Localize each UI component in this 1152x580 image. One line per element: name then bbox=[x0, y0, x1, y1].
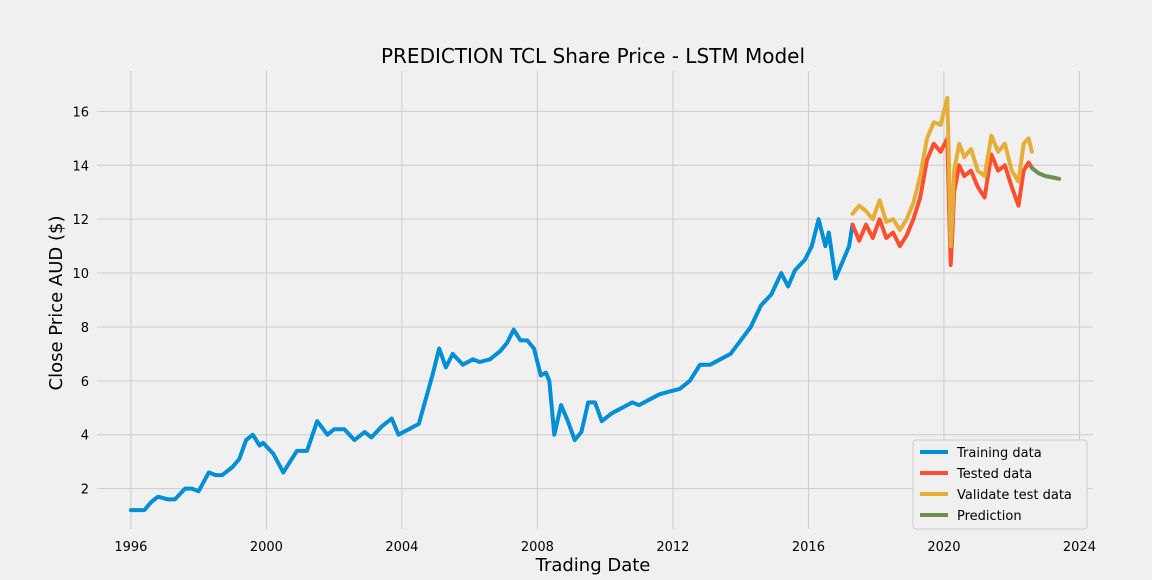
series-line-training-data bbox=[128, 217, 855, 513]
y-axis-label: Close Price AUD ($) bbox=[46, 216, 67, 391]
x-tick-label: 2020 bbox=[927, 540, 960, 555]
legend-label: Prediction bbox=[957, 509, 1022, 524]
legend: Training data Tested data Validate test da… bbox=[912, 439, 1088, 530]
legend-label: Training data bbox=[956, 446, 1042, 461]
y-tick-label: 2 bbox=[81, 483, 89, 498]
legend-box bbox=[912, 439, 1088, 530]
chart-title: PREDICTION TCL Share Price - LSTM Model bbox=[381, 44, 805, 68]
y-axis-ticks: 2 4 6 8 10 12 14 16 bbox=[72, 105, 89, 497]
y-tick-label: 14 bbox=[72, 159, 89, 174]
x-axis-label: Trading Date bbox=[535, 555, 651, 576]
legend-label: Validate test data bbox=[957, 488, 1072, 503]
series-line-validate-test-data bbox=[850, 95, 1034, 249]
legend-items: Training data Tested data Validate test da… bbox=[920, 446, 1072, 524]
x-tick-label: 2000 bbox=[250, 540, 283, 555]
grid bbox=[97, 71, 1093, 529]
legend-label: Tested data bbox=[956, 467, 1032, 482]
y-tick-label: 4 bbox=[81, 429, 89, 444]
x-tick-label: 2016 bbox=[792, 540, 825, 555]
x-tick-label: 2024 bbox=[1063, 540, 1096, 555]
series-line-prediction bbox=[1030, 166, 1062, 181]
series-lines bbox=[128, 95, 1062, 513]
x-tick-label: 1996 bbox=[114, 540, 147, 555]
x-tick-label: 2012 bbox=[656, 540, 689, 555]
y-tick-label: 10 bbox=[72, 267, 89, 282]
y-tick-label: 6 bbox=[81, 375, 89, 390]
y-tick-label: 8 bbox=[81, 321, 89, 336]
x-axis-ticks: 1996 2000 2004 2008 2012 2016 2020 2024 bbox=[114, 540, 1096, 555]
x-tick-label: 2004 bbox=[385, 540, 418, 555]
y-tick-label: 16 bbox=[72, 105, 89, 120]
y-tick-label: 12 bbox=[72, 213, 89, 228]
x-tick-label: 2008 bbox=[521, 540, 554, 555]
